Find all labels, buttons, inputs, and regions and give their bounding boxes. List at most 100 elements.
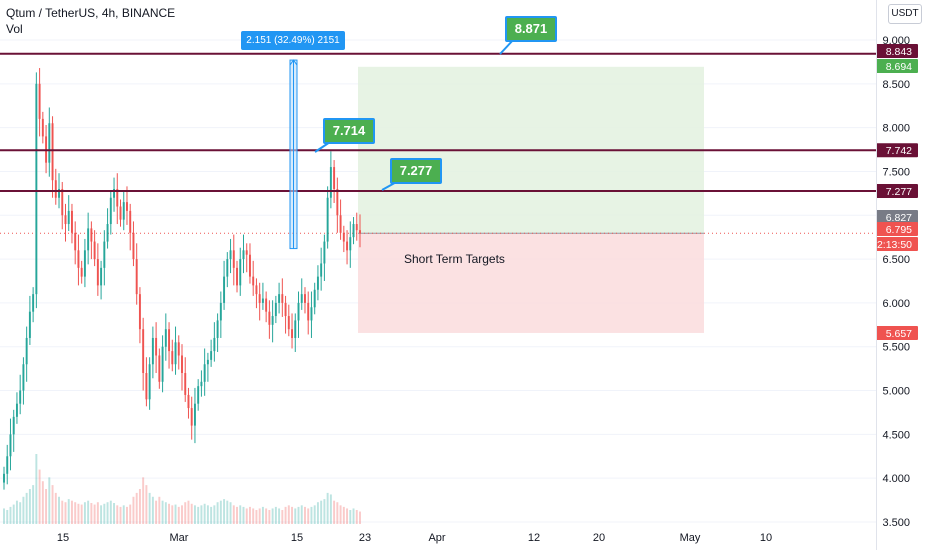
callout-target-2[interactable]: 7.714 xyxy=(323,118,375,144)
candle-body-78 xyxy=(255,285,258,295)
price-axis[interactable]: 9.0008.5008.0007.5007.0006.5006.0005.500… xyxy=(882,35,910,529)
volume-bar-96 xyxy=(313,505,316,524)
candle-body-94 xyxy=(307,302,310,321)
y-tick-label-11: 3.500 xyxy=(882,517,910,529)
callout-target-3[interactable]: 7.277 xyxy=(390,158,442,184)
volume-bar-75 xyxy=(245,508,248,524)
candle-body-9 xyxy=(32,294,35,312)
candle-body-82 xyxy=(268,311,271,325)
candle-body-31 xyxy=(103,241,106,268)
candle-body-61 xyxy=(200,381,203,387)
volume-bar-35 xyxy=(116,505,119,524)
x-tick-label-6: 20 xyxy=(593,532,605,544)
candle-body-101 xyxy=(329,167,332,198)
measure-tool[interactable] xyxy=(289,59,298,250)
volume-bar-19 xyxy=(64,502,67,524)
candle-body-81 xyxy=(265,298,268,312)
volume-bar-105 xyxy=(342,506,345,524)
candle-body-36 xyxy=(119,206,122,220)
y-tick-label-7: 5.500 xyxy=(882,342,910,354)
candle-body-64 xyxy=(210,351,213,360)
candle-body-68 xyxy=(223,276,226,303)
volume-bar-46 xyxy=(151,496,154,524)
volume-bar-4 xyxy=(15,500,18,524)
candle-body-7 xyxy=(25,337,28,365)
candle-body-83 xyxy=(271,316,274,325)
volume-bar-9 xyxy=(32,485,35,524)
candle-body-98 xyxy=(320,263,323,277)
volume-bar-82 xyxy=(268,510,271,524)
candle-body-47 xyxy=(155,337,158,356)
volume-bar-81 xyxy=(265,508,268,524)
candle-body-71 xyxy=(232,250,235,268)
volume-bar-26 xyxy=(87,500,90,524)
candle-body-69 xyxy=(226,259,229,277)
candle-body-26 xyxy=(87,228,90,251)
measure-label: 2.151 (32.49%) 2151 xyxy=(241,31,345,50)
volume-bar-53 xyxy=(174,504,177,524)
candle-body-77 xyxy=(252,276,255,286)
volume-bar-108 xyxy=(352,508,355,524)
volume-bar-31 xyxy=(103,503,106,524)
candle-body-110 xyxy=(359,230,361,234)
volume-bar-99 xyxy=(323,499,326,524)
volume-bar-6 xyxy=(22,496,25,524)
volume-bar-17 xyxy=(58,496,60,524)
x-tick-label-7: May xyxy=(680,532,701,544)
candle-body-73 xyxy=(239,259,242,286)
time-axis[interactable]: 15 Mar 15 23 Apr 12 20 May 10 xyxy=(57,532,772,544)
volume-bar-59 xyxy=(193,505,196,524)
volume-bar-62 xyxy=(203,503,206,524)
y-tick-label-10: 4.000 xyxy=(882,473,910,485)
candle-body-43 xyxy=(142,329,145,374)
volume-bar-67 xyxy=(219,500,222,524)
volume-bar-65 xyxy=(213,505,216,524)
candle-body-24 xyxy=(80,267,83,277)
candle-body-56 xyxy=(184,373,187,395)
candle-body-6 xyxy=(22,364,25,391)
candle-body-58 xyxy=(190,408,193,426)
candle-body-88 xyxy=(287,316,290,330)
volume-indicator-label[interactable]: Vol xyxy=(6,22,23,36)
candle-body-5 xyxy=(19,390,22,404)
candle-body-53 xyxy=(174,342,177,365)
volume-bar-34 xyxy=(113,503,116,524)
symbol-title[interactable]: Qtum / TetherUS, 4h, BINANCE xyxy=(6,6,176,20)
candle-body-91 xyxy=(297,302,300,321)
volume-bar-100 xyxy=(326,492,329,524)
volume-bar-79 xyxy=(258,508,261,524)
candle-body-109 xyxy=(355,224,358,231)
candle-body-107 xyxy=(349,237,352,251)
volume-bar-84 xyxy=(274,506,277,524)
candle-body-87 xyxy=(284,302,287,317)
price-tag-4: 6.827 xyxy=(886,212,912,224)
candle-body-90 xyxy=(294,320,297,338)
volume-bar-43 xyxy=(142,477,145,524)
y-tick-label-6: 6.000 xyxy=(882,298,910,310)
volume-bar-91 xyxy=(297,506,300,524)
currency-button[interactable]: USDT xyxy=(888,4,922,24)
candle-body-32 xyxy=(106,224,109,242)
callout-target-1[interactable]: 8.871 xyxy=(505,16,557,42)
resistance-levels[interactable] xyxy=(0,52,876,192)
candle-body-108 xyxy=(352,224,355,238)
volume-bar-76 xyxy=(248,506,251,524)
candle-body-42 xyxy=(138,294,141,330)
candle-body-44 xyxy=(145,373,148,400)
volume-bar-39 xyxy=(129,504,132,524)
candle-body-86 xyxy=(281,294,284,303)
candle-body-18 xyxy=(61,188,64,216)
volume-bar-77 xyxy=(252,508,255,524)
candle-body-89 xyxy=(291,329,294,338)
volume-bar-28 xyxy=(93,504,96,524)
stop-zone xyxy=(358,233,704,333)
candle-body-49 xyxy=(161,346,164,382)
candle-body-65 xyxy=(213,337,216,352)
volume-bar-49 xyxy=(161,500,164,524)
volume-bar-8 xyxy=(28,489,31,524)
candle-body-11 xyxy=(38,83,41,119)
volume-bar-42 xyxy=(138,489,141,524)
candle-body-28 xyxy=(93,241,96,260)
